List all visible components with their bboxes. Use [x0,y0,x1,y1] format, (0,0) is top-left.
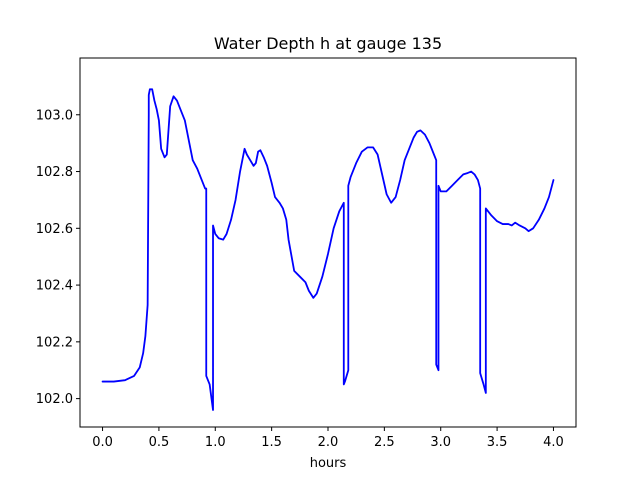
x-tick-label: 2.5 [374,435,395,450]
chart-title: Water Depth h at gauge 135 [214,34,442,53]
x-tick-label: 2.0 [318,435,339,450]
y-tick-label: 102.2 [36,335,73,350]
y-tick-label: 102.8 [36,165,73,180]
x-tick-label: 3.0 [430,435,451,450]
x-tick-label: 1.0 [205,435,226,450]
y-tick-label: 102.6 [36,222,73,237]
y-tick-label: 103.0 [36,108,73,123]
x-axis: 0.0 0.5 1.0 1.5 2.0 2.5 3.0 3.5 4.0 [92,427,564,450]
x-tick-label: 0.5 [149,435,170,450]
y-tick-label: 102.0 [36,392,73,407]
x-tick-label: 1.5 [261,435,282,450]
plot-area [101,88,555,411]
y-axis: 102.0 102.2 102.4 102.6 102.8 103.0 [36,108,80,407]
x-tick-label: 3.5 [487,435,508,450]
series-line-0 [101,88,555,411]
x-tick-label: 0.0 [92,435,113,450]
plot-frame [79,57,577,428]
x-tick-label: 4.0 [543,435,564,450]
x-axis-label: hours [310,456,347,471]
y-tick-label: 102.4 [36,279,73,294]
